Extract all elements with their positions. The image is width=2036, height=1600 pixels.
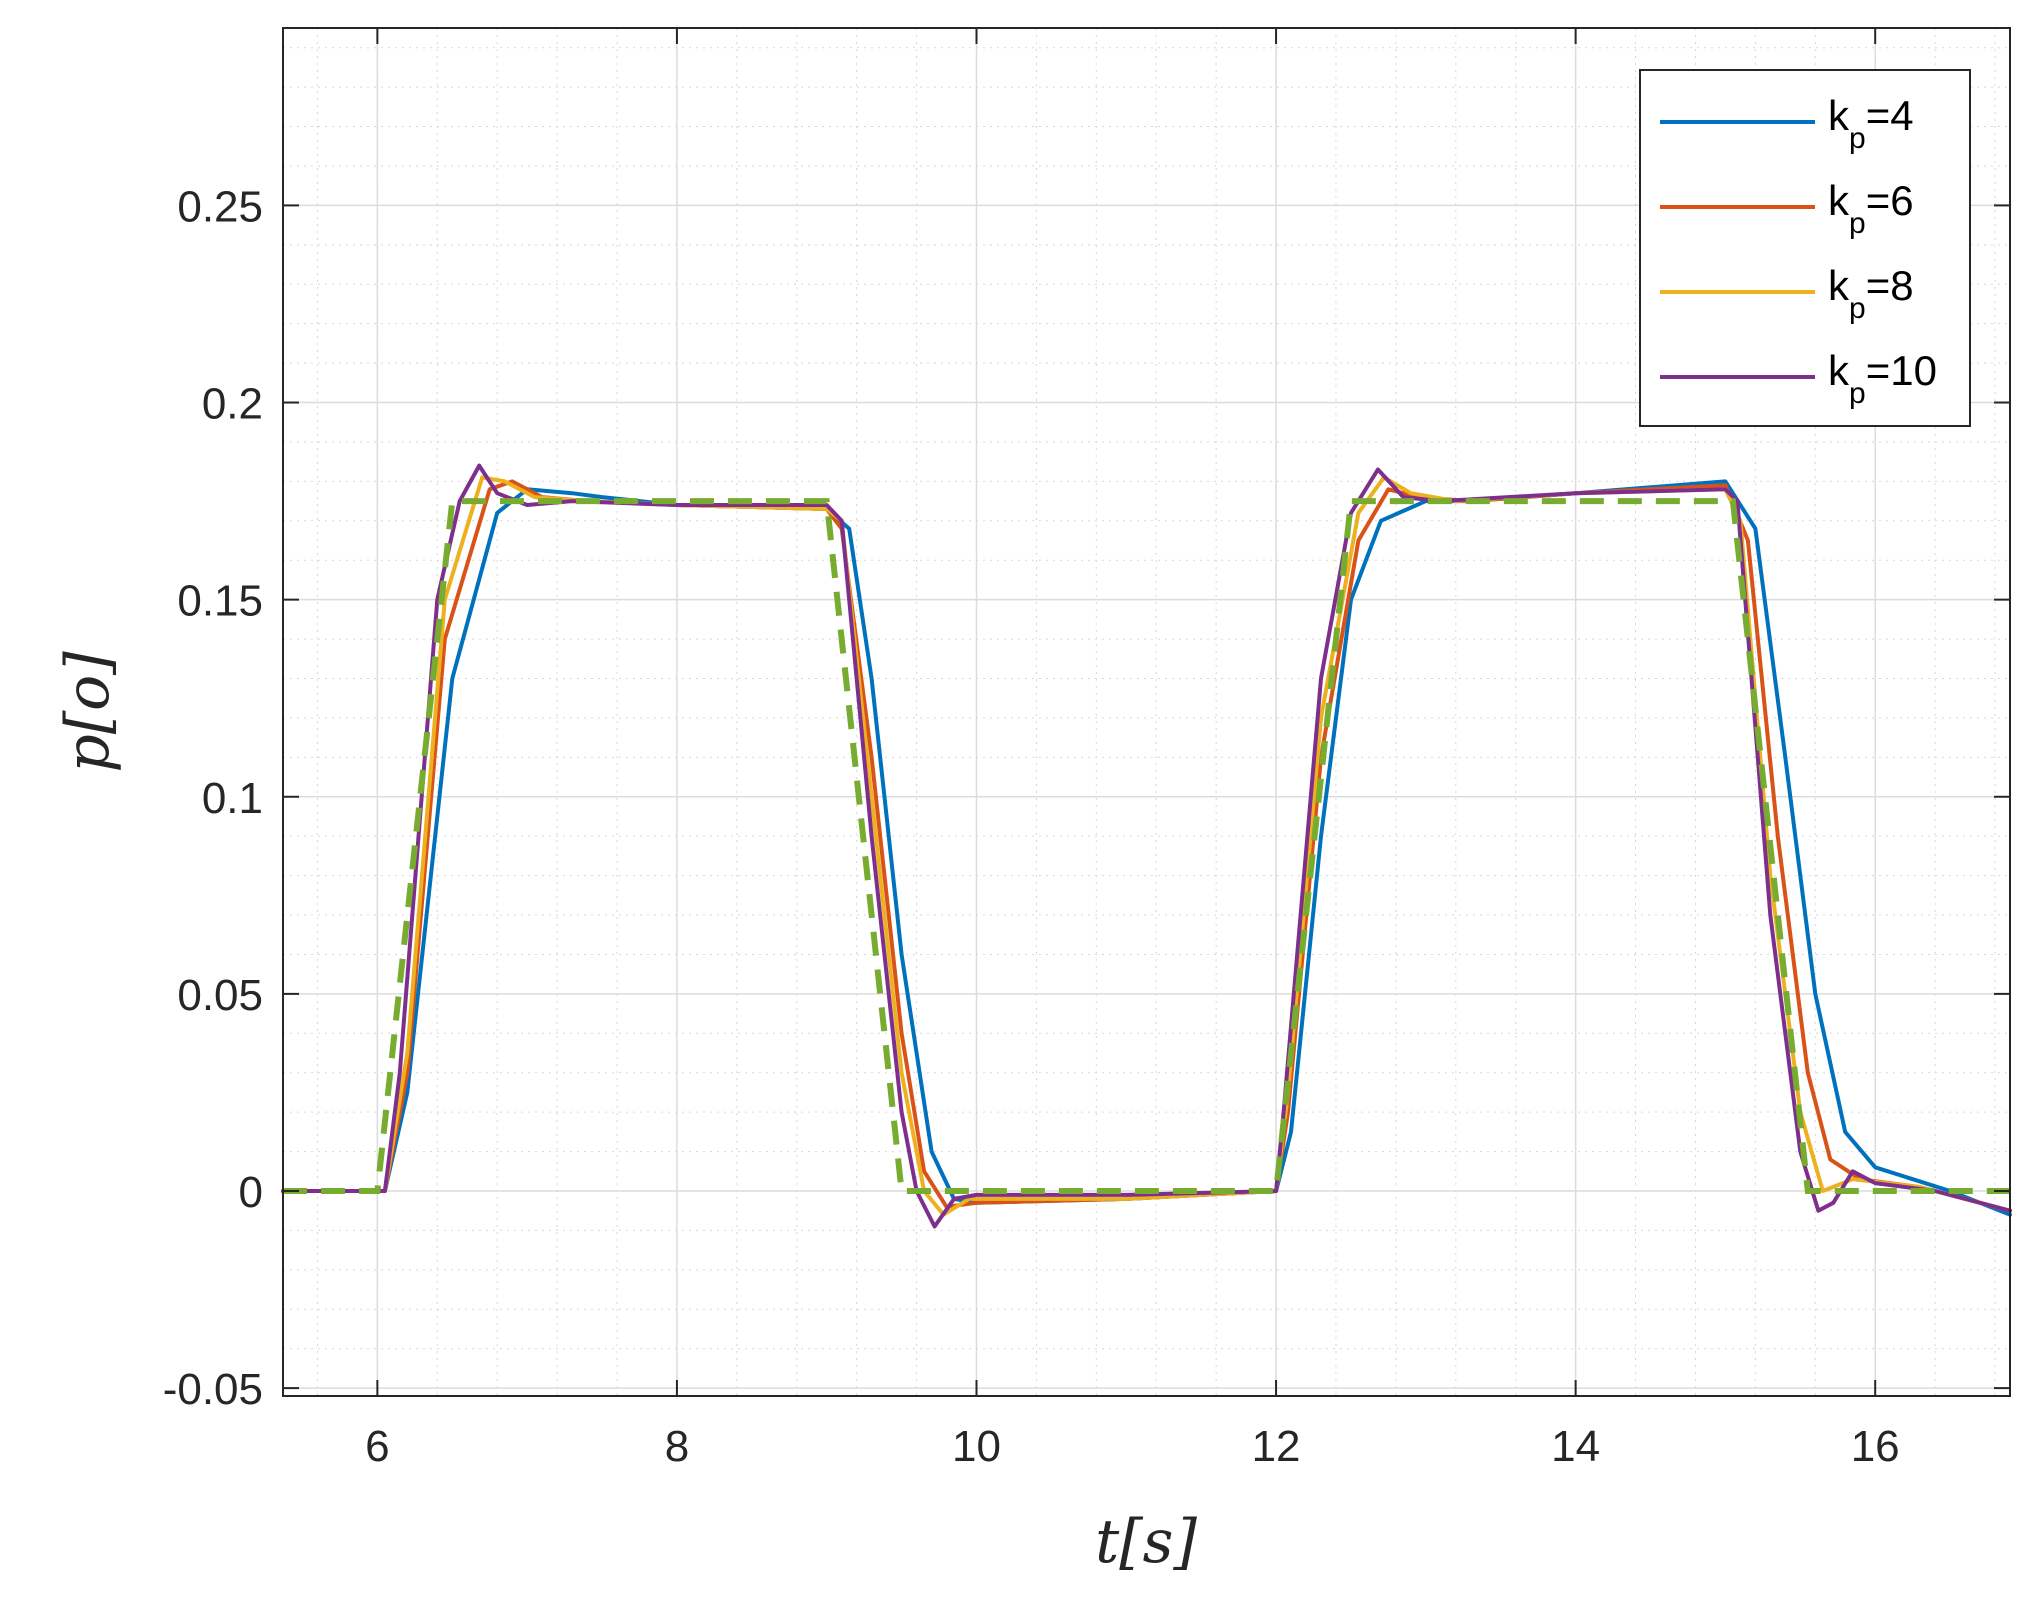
y-tick-label: 0.15 — [177, 577, 263, 626]
series-line-kp-2 — [281, 475, 2012, 1217]
legend-label: kp=8 — [1828, 262, 1914, 325]
y-tick-label: -0.05 — [163, 1365, 263, 1414]
x-tick-label: 16 — [1851, 1422, 1900, 1471]
y-tick-label: 0.2 — [202, 380, 263, 429]
reference-dashed-line — [283, 498, 2010, 1194]
x-tick-label: 10 — [952, 1422, 1001, 1471]
y-axis-label: p[o] — [53, 651, 123, 773]
ticks-layer — [283, 28, 2010, 1396]
x-tick-label: 8 — [665, 1422, 689, 1471]
series-line-kp-3 — [281, 463, 2012, 1229]
tick-labels: 6 8 10 12 14 16 -0.05 0 0.05 0.1 0.15 0.2 0.25 — [163, 182, 1900, 1471]
x-tick-label: 12 — [1252, 1422, 1301, 1471]
legend-label: kp=4 — [1828, 92, 1914, 155]
axes-box — [282, 27, 2011, 1397]
y-tick-label: 0.05 — [177, 971, 263, 1020]
y-tick-label: 0 — [239, 1168, 263, 1217]
legend-label: kp=6 — [1828, 177, 1914, 240]
legend-label: kp=10 — [1828, 347, 1937, 410]
legend-box — [1639, 69, 1971, 427]
y-tick-label: 0.1 — [202, 774, 263, 823]
legend: kp=4 kp=6 kp=8 kp=10 — [1639, 69, 1971, 427]
y-tick-label: 0.25 — [177, 182, 263, 231]
x-axis-label: t[s] — [1095, 1507, 1197, 1577]
series-layer — [281, 463, 2012, 1229]
x-tick-label: 14 — [1551, 1422, 1600, 1471]
x-tick-label: 6 — [365, 1422, 389, 1471]
